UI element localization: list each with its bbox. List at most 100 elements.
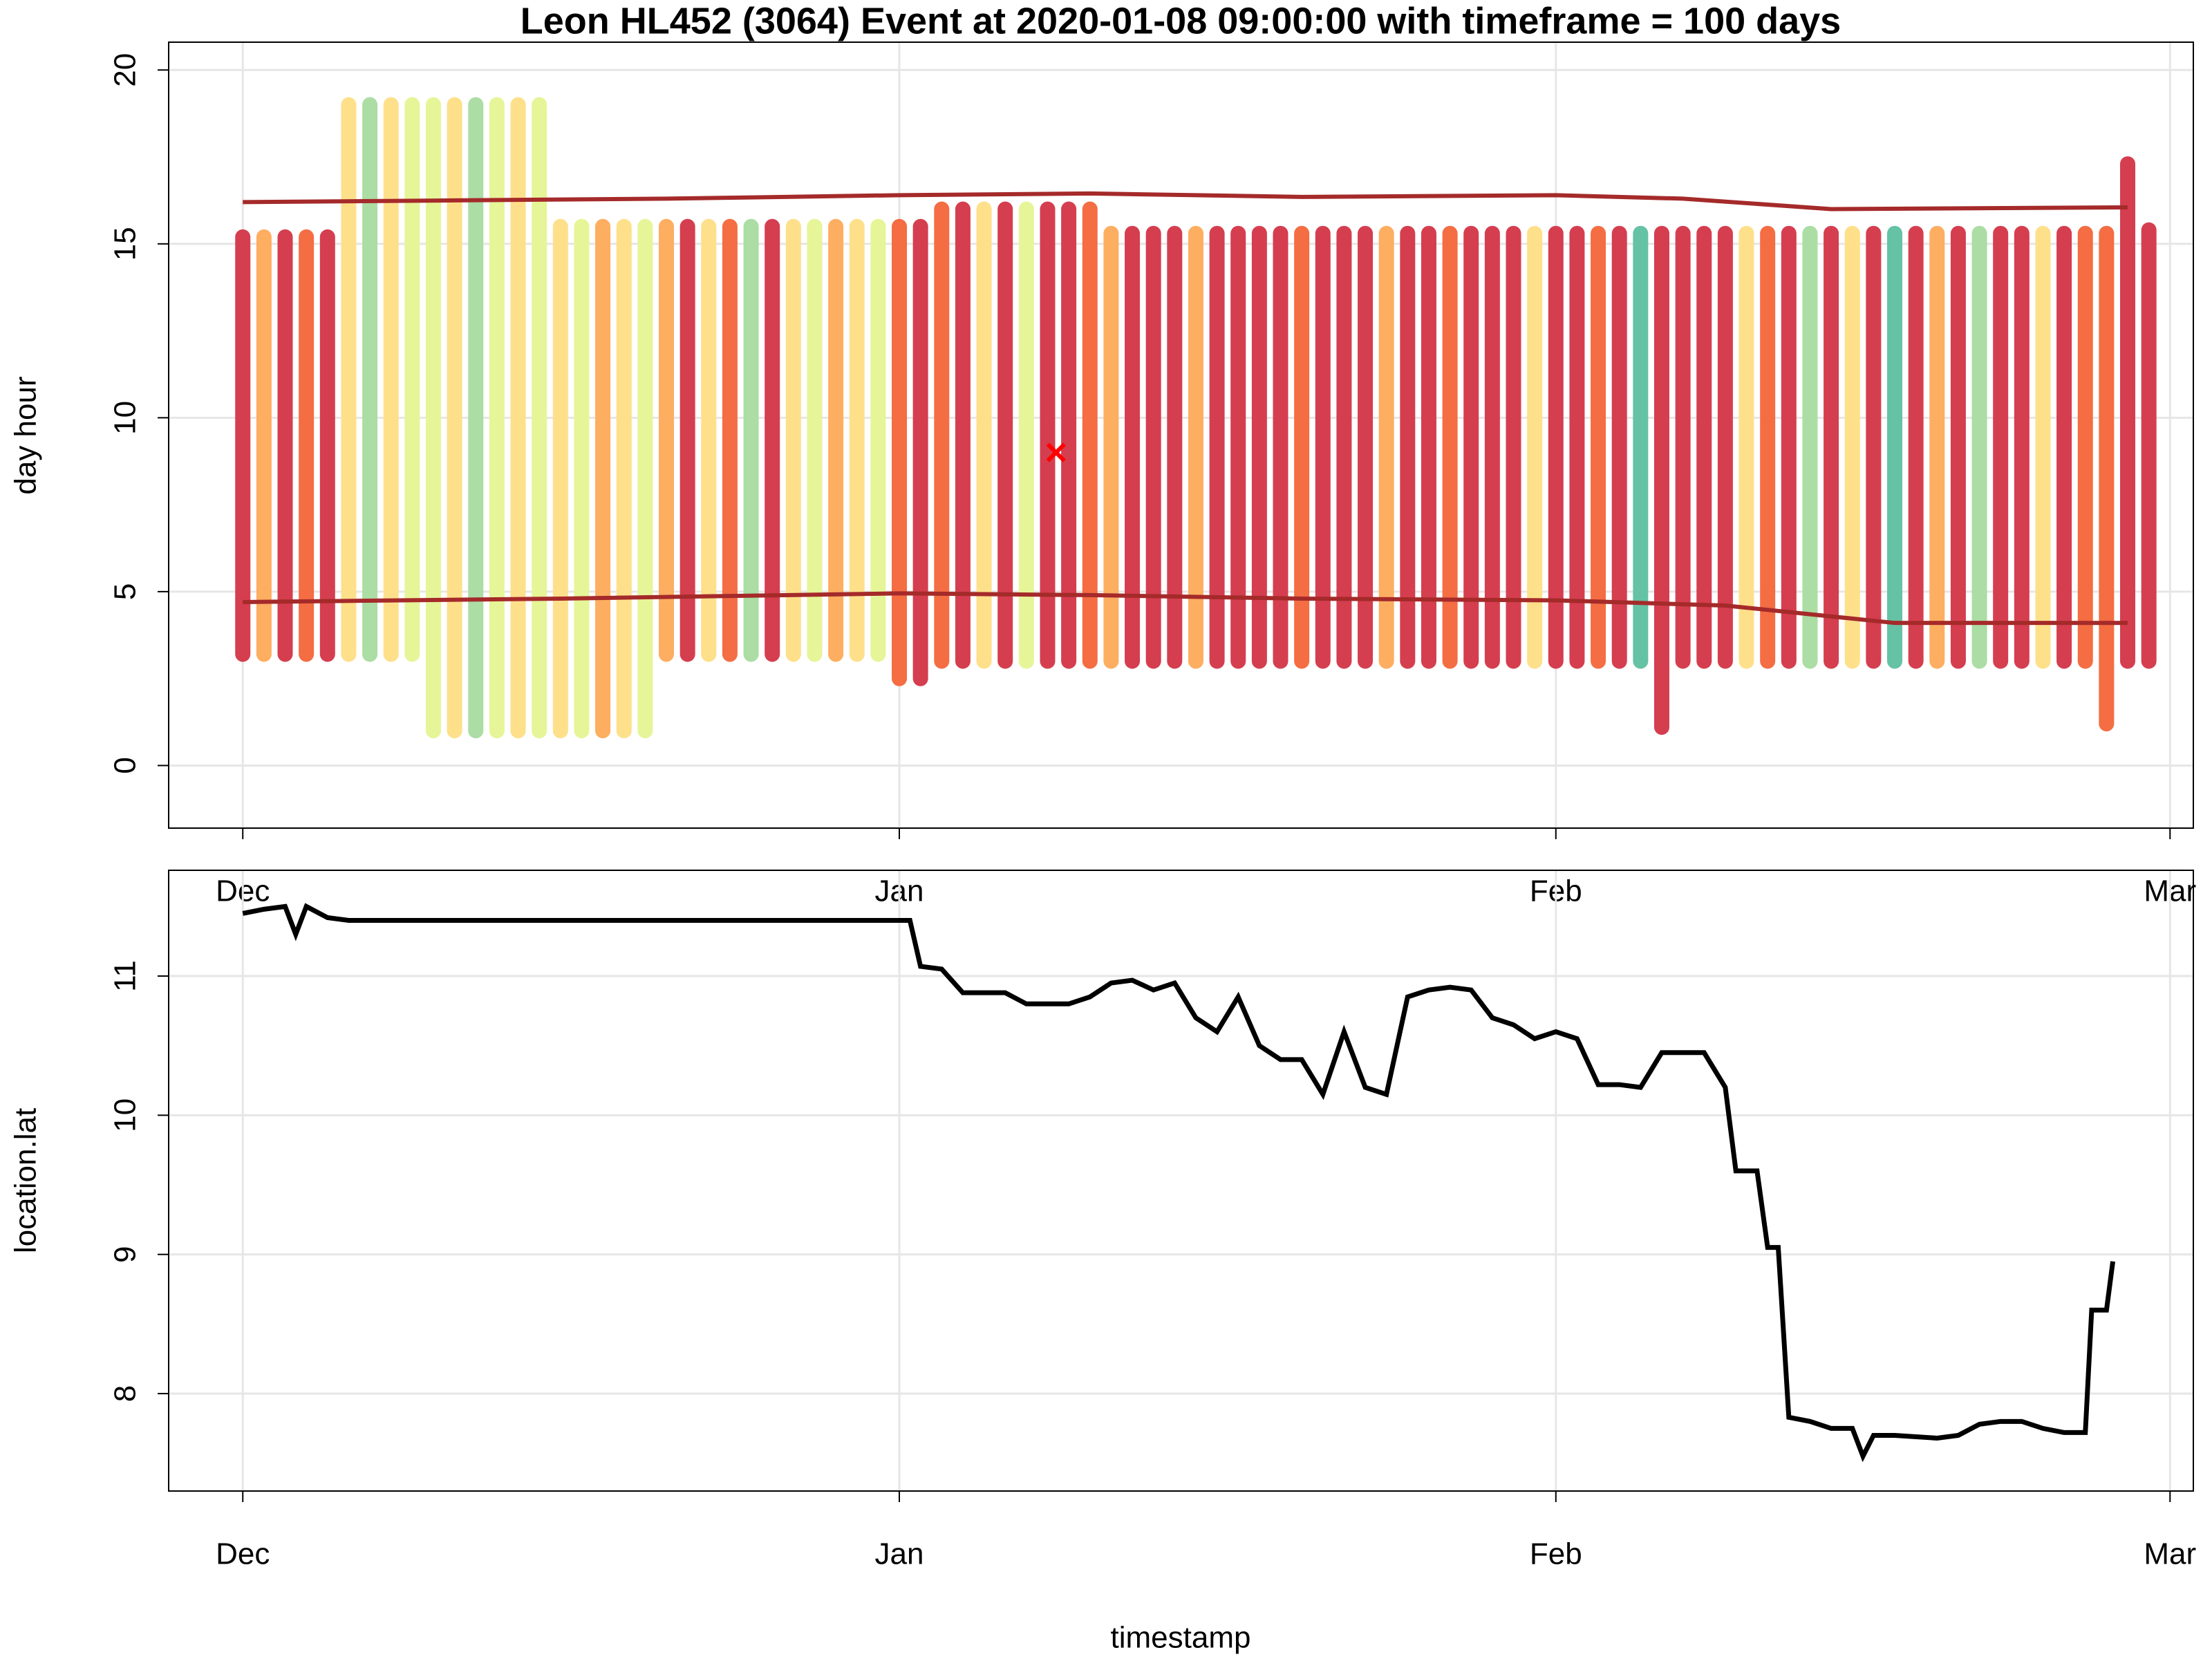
hour-range	[319, 229, 335, 662]
hour-range	[934, 201, 950, 669]
hour-range	[679, 218, 695, 662]
hour-range	[1824, 225, 1839, 669]
hour-range	[1591, 225, 1606, 669]
hour-range	[722, 218, 738, 662]
hour-range	[1315, 225, 1331, 669]
hour-range	[299, 229, 315, 662]
hour-range	[1866, 225, 1882, 669]
chart-title: Leon HL452 (3064) Event at 2020-01-08 09…	[521, 0, 1841, 41]
hour-range	[955, 201, 971, 669]
hour-range	[489, 97, 505, 739]
hour-range	[1251, 225, 1267, 669]
hour-range	[404, 97, 420, 662]
hour-range	[1209, 225, 1225, 669]
hour-range	[2035, 225, 2051, 669]
hour-range	[1018, 201, 1034, 669]
hour-range	[1358, 225, 1374, 669]
hour-range	[1929, 225, 1945, 669]
hour-range	[1569, 225, 1585, 669]
hour-range	[1145, 225, 1161, 669]
hour-range	[637, 218, 653, 739]
hour-range	[2099, 225, 2115, 732]
hour-range	[362, 97, 378, 662]
hour-range	[1738, 225, 1754, 669]
trend-line	[243, 591, 2128, 626]
hour-range	[870, 218, 886, 662]
hour-range	[1527, 225, 1543, 669]
hour-range	[1125, 225, 1141, 669]
y-tick-label: 20	[109, 53, 142, 87]
hour-range	[743, 218, 759, 662]
hour-range	[1548, 225, 1564, 669]
hour-range	[1633, 225, 1649, 669]
hour-range	[892, 218, 908, 686]
plot: 8 9 10 11 Dec Jan Feb Mar	[109, 870, 2196, 1571]
y-tick-label: 11	[109, 960, 142, 992]
x-tick-label: Feb	[1530, 1537, 1582, 1571]
hour-range	[1611, 225, 1627, 669]
hour-range	[1696, 225, 1712, 669]
lat-line	[242, 903, 2116, 1463]
trend-line	[243, 191, 2128, 212]
hour-range	[1378, 225, 1394, 669]
hour-range	[510, 97, 526, 739]
hour-range	[1442, 225, 1458, 669]
hour-range	[765, 218, 780, 662]
hour-range	[1971, 225, 1987, 669]
hour-range	[1061, 201, 1077, 669]
y-axis-label: location.lat	[9, 1108, 43, 1253]
plot-frame	[168, 870, 2194, 1492]
y-tick-label: 8	[109, 1385, 142, 1402]
hour-range	[2120, 156, 2136, 669]
hour-range	[1844, 225, 1860, 669]
hour-range	[1802, 225, 1818, 669]
hour-range	[1908, 225, 1924, 669]
hour-range	[1167, 225, 1183, 669]
hour-range	[1230, 225, 1246, 669]
hour-range	[256, 229, 272, 662]
y-tick-label: 0	[109, 757, 142, 774]
hour-range	[1294, 225, 1310, 669]
hour-range	[447, 97, 462, 739]
hour-range	[1993, 225, 2009, 669]
hour-range	[849, 218, 865, 662]
hour-range	[701, 218, 717, 662]
hour-range	[658, 218, 674, 662]
hour-range	[1717, 225, 1733, 669]
hour-range	[1781, 225, 1797, 669]
hour-range	[1653, 225, 1669, 735]
hour-range	[2014, 225, 2030, 669]
hour-range	[341, 97, 357, 662]
hour-range	[532, 97, 547, 739]
hour-range	[1400, 225, 1416, 669]
hour-range	[277, 229, 293, 662]
hour-range	[574, 218, 590, 739]
hour-range	[807, 218, 823, 662]
hour-range	[1103, 225, 1119, 669]
hour-range	[1421, 225, 1436, 669]
hour-range	[1887, 225, 1903, 669]
event-marker	[1046, 442, 1066, 462]
hour-range	[1760, 225, 1776, 669]
hour-range	[468, 97, 484, 739]
hour-range	[552, 218, 568, 739]
y-tick-label: 10	[109, 401, 142, 435]
hour-range	[616, 218, 632, 739]
hour-range	[1484, 225, 1500, 669]
hour-range	[2077, 225, 2093, 669]
hour-range	[976, 201, 992, 669]
hour-range	[235, 229, 251, 662]
hour-range	[1463, 225, 1479, 669]
x-tick-label: Dec	[216, 1537, 270, 1571]
hour-range	[1506, 225, 1521, 669]
hour-range	[595, 218, 611, 739]
hour-range	[1950, 225, 1966, 669]
x-axis-label: timestamp	[1111, 1621, 1251, 1655]
hour-range	[1336, 225, 1352, 669]
plot-frame	[168, 41, 2194, 829]
hour-range	[425, 97, 441, 739]
x-tick-label: Jan	[875, 1537, 924, 1571]
